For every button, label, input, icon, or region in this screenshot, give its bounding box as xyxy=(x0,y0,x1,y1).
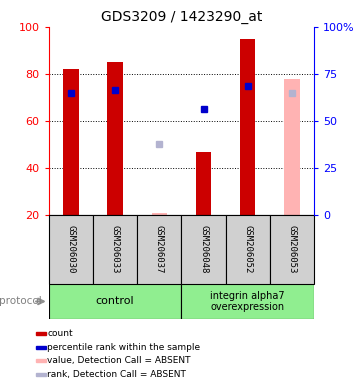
Text: GSM206052: GSM206052 xyxy=(243,225,252,274)
Text: GSM206033: GSM206033 xyxy=(110,225,119,274)
Bar xyxy=(49,284,181,319)
Text: count: count xyxy=(48,329,73,338)
Bar xyxy=(93,215,137,284)
Text: percentile rank within the sample: percentile rank within the sample xyxy=(48,343,201,352)
Text: integrin alpha7
overexpression: integrin alpha7 overexpression xyxy=(210,291,285,312)
Text: GSM206048: GSM206048 xyxy=(199,225,208,274)
Text: GSM206037: GSM206037 xyxy=(155,225,164,274)
Bar xyxy=(107,62,123,215)
Bar xyxy=(284,79,300,215)
Bar xyxy=(36,332,46,335)
Bar xyxy=(63,69,79,215)
Bar xyxy=(137,215,182,284)
Bar xyxy=(226,215,270,284)
Text: protocol: protocol xyxy=(0,296,42,306)
Bar xyxy=(270,215,314,284)
Bar xyxy=(36,346,46,349)
Text: GSM206053: GSM206053 xyxy=(287,225,296,274)
Bar xyxy=(49,215,93,284)
Bar xyxy=(152,213,167,215)
Bar xyxy=(36,359,46,362)
Bar xyxy=(181,215,226,284)
Text: GSM206030: GSM206030 xyxy=(66,225,75,274)
Text: rank, Detection Call = ABSENT: rank, Detection Call = ABSENT xyxy=(48,370,186,379)
Text: control: control xyxy=(96,296,134,306)
Text: value, Detection Call = ABSENT: value, Detection Call = ABSENT xyxy=(48,356,191,365)
Bar xyxy=(36,373,46,376)
Bar xyxy=(240,39,256,215)
Bar xyxy=(181,284,314,319)
Title: GDS3209 / 1423290_at: GDS3209 / 1423290_at xyxy=(101,10,262,25)
Bar xyxy=(196,152,211,215)
